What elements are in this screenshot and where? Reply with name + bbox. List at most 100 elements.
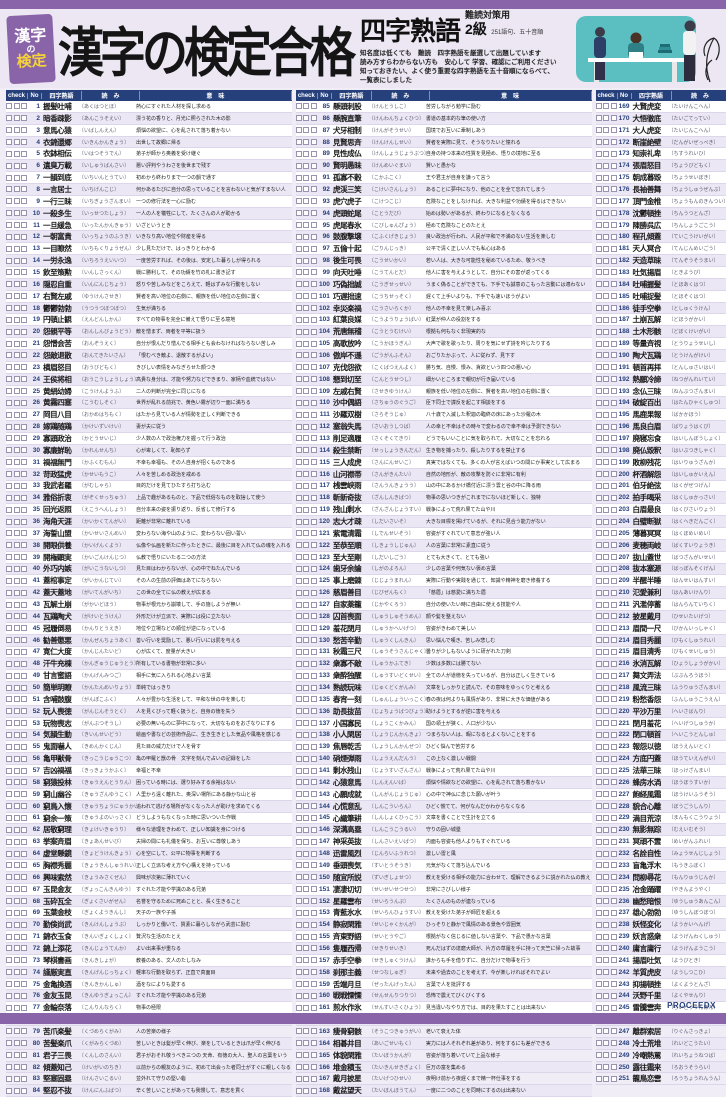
check-box[interactable] — [596, 566, 602, 572]
check-box[interactable] — [303, 115, 309, 121]
check-box[interactable] — [296, 839, 302, 845]
check-box[interactable] — [296, 696, 302, 702]
check-box[interactable] — [596, 922, 602, 928]
check-box[interactable] — [596, 103, 602, 109]
check-box[interactable] — [596, 625, 602, 631]
check-box[interactable] — [14, 744, 20, 750]
check-box[interactable] — [296, 222, 302, 228]
check-box[interactable] — [596, 210, 602, 216]
check-box[interactable] — [303, 554, 309, 560]
check-box[interactable] — [6, 447, 12, 453]
check-box[interactable] — [14, 649, 20, 655]
check-box[interactable] — [14, 519, 20, 525]
check-box[interactable] — [603, 1040, 609, 1046]
check-box[interactable] — [296, 898, 302, 904]
check-box[interactable] — [596, 720, 602, 726]
check-box[interactable] — [603, 530, 609, 536]
check-box[interactable] — [14, 625, 20, 631]
check-box[interactable] — [303, 720, 309, 726]
check-box[interactable] — [6, 400, 12, 406]
check-box[interactable] — [6, 376, 12, 382]
check-box[interactable] — [603, 222, 609, 228]
check-box[interactable] — [603, 317, 609, 323]
check-box[interactable] — [303, 281, 309, 287]
check-box[interactable] — [296, 281, 302, 287]
check-box[interactable] — [296, 519, 302, 525]
check-box[interactable] — [303, 602, 309, 608]
check-box[interactable] — [6, 507, 12, 513]
check-box[interactable] — [14, 163, 20, 169]
check-box[interactable] — [303, 127, 309, 133]
check-box[interactable] — [14, 685, 20, 691]
check-box[interactable] — [603, 483, 609, 489]
check-box[interactable] — [14, 139, 20, 145]
check-box[interactable] — [6, 210, 12, 216]
check-box[interactable] — [14, 293, 20, 299]
check-box[interactable] — [603, 934, 609, 940]
check-box[interactable] — [296, 459, 302, 465]
check-box[interactable] — [603, 198, 609, 204]
check-box[interactable] — [6, 293, 12, 299]
check-box[interactable] — [303, 862, 309, 868]
check-box[interactable] — [6, 246, 12, 252]
check-box[interactable] — [303, 447, 309, 453]
check-box[interactable] — [14, 1088, 20, 1094]
check-box[interactable] — [596, 329, 602, 335]
check-box[interactable] — [14, 756, 20, 762]
check-box[interactable] — [303, 163, 309, 169]
check-box[interactable] — [296, 139, 302, 145]
check-box[interactable] — [14, 613, 20, 619]
check-box[interactable] — [14, 791, 20, 797]
check-box[interactable] — [303, 222, 309, 228]
check-box[interactable] — [303, 175, 309, 181]
check-box[interactable] — [6, 388, 12, 394]
check-box[interactable] — [6, 352, 12, 358]
check-box[interactable] — [6, 127, 12, 133]
check-box[interactable] — [303, 708, 309, 714]
check-box[interactable] — [6, 186, 12, 192]
check-box[interactable] — [596, 874, 602, 880]
check-box[interactable] — [6, 234, 12, 240]
check-box[interactable] — [14, 151, 20, 157]
check-box[interactable] — [6, 625, 12, 631]
check-box[interactable] — [6, 649, 12, 655]
check-box[interactable] — [14, 495, 20, 501]
check-box[interactable] — [296, 1040, 302, 1046]
check-box[interactable] — [296, 744, 302, 750]
check-box[interactable] — [603, 1028, 609, 1034]
check-box[interactable] — [596, 151, 602, 157]
check-box[interactable] — [603, 435, 609, 441]
check-box[interactable] — [303, 530, 309, 536]
check-box[interactable] — [6, 1005, 12, 1011]
check-box[interactable] — [303, 519, 309, 525]
check-box[interactable] — [14, 341, 20, 347]
check-box[interactable] — [603, 103, 609, 109]
check-box[interactable] — [303, 293, 309, 299]
check-box[interactable] — [296, 435, 302, 441]
check-box[interactable] — [596, 815, 602, 821]
check-box[interactable] — [603, 696, 609, 702]
check-box[interactable] — [296, 317, 302, 323]
check-box[interactable] — [596, 791, 602, 797]
check-box[interactable] — [296, 198, 302, 204]
check-box[interactable] — [596, 163, 602, 169]
check-box[interactable] — [303, 495, 309, 501]
check-box[interactable] — [296, 329, 302, 335]
check-box[interactable] — [6, 364, 12, 370]
check-box[interactable] — [14, 471, 20, 477]
check-box[interactable] — [303, 957, 309, 963]
check-box[interactable] — [596, 945, 602, 951]
check-box[interactable] — [603, 945, 609, 951]
check-box[interactable] — [14, 507, 20, 513]
check-box[interactable] — [596, 602, 602, 608]
check-box[interactable] — [296, 364, 302, 370]
check-box[interactable] — [603, 115, 609, 121]
check-box[interactable] — [603, 732, 609, 738]
check-box[interactable] — [14, 993, 20, 999]
check-box[interactable] — [14, 1040, 20, 1046]
check-box[interactable] — [14, 934, 20, 940]
check-box[interactable] — [6, 115, 12, 121]
check-box[interactable] — [296, 1076, 302, 1082]
check-box[interactable] — [14, 1005, 20, 1011]
check-box[interactable] — [6, 993, 12, 999]
